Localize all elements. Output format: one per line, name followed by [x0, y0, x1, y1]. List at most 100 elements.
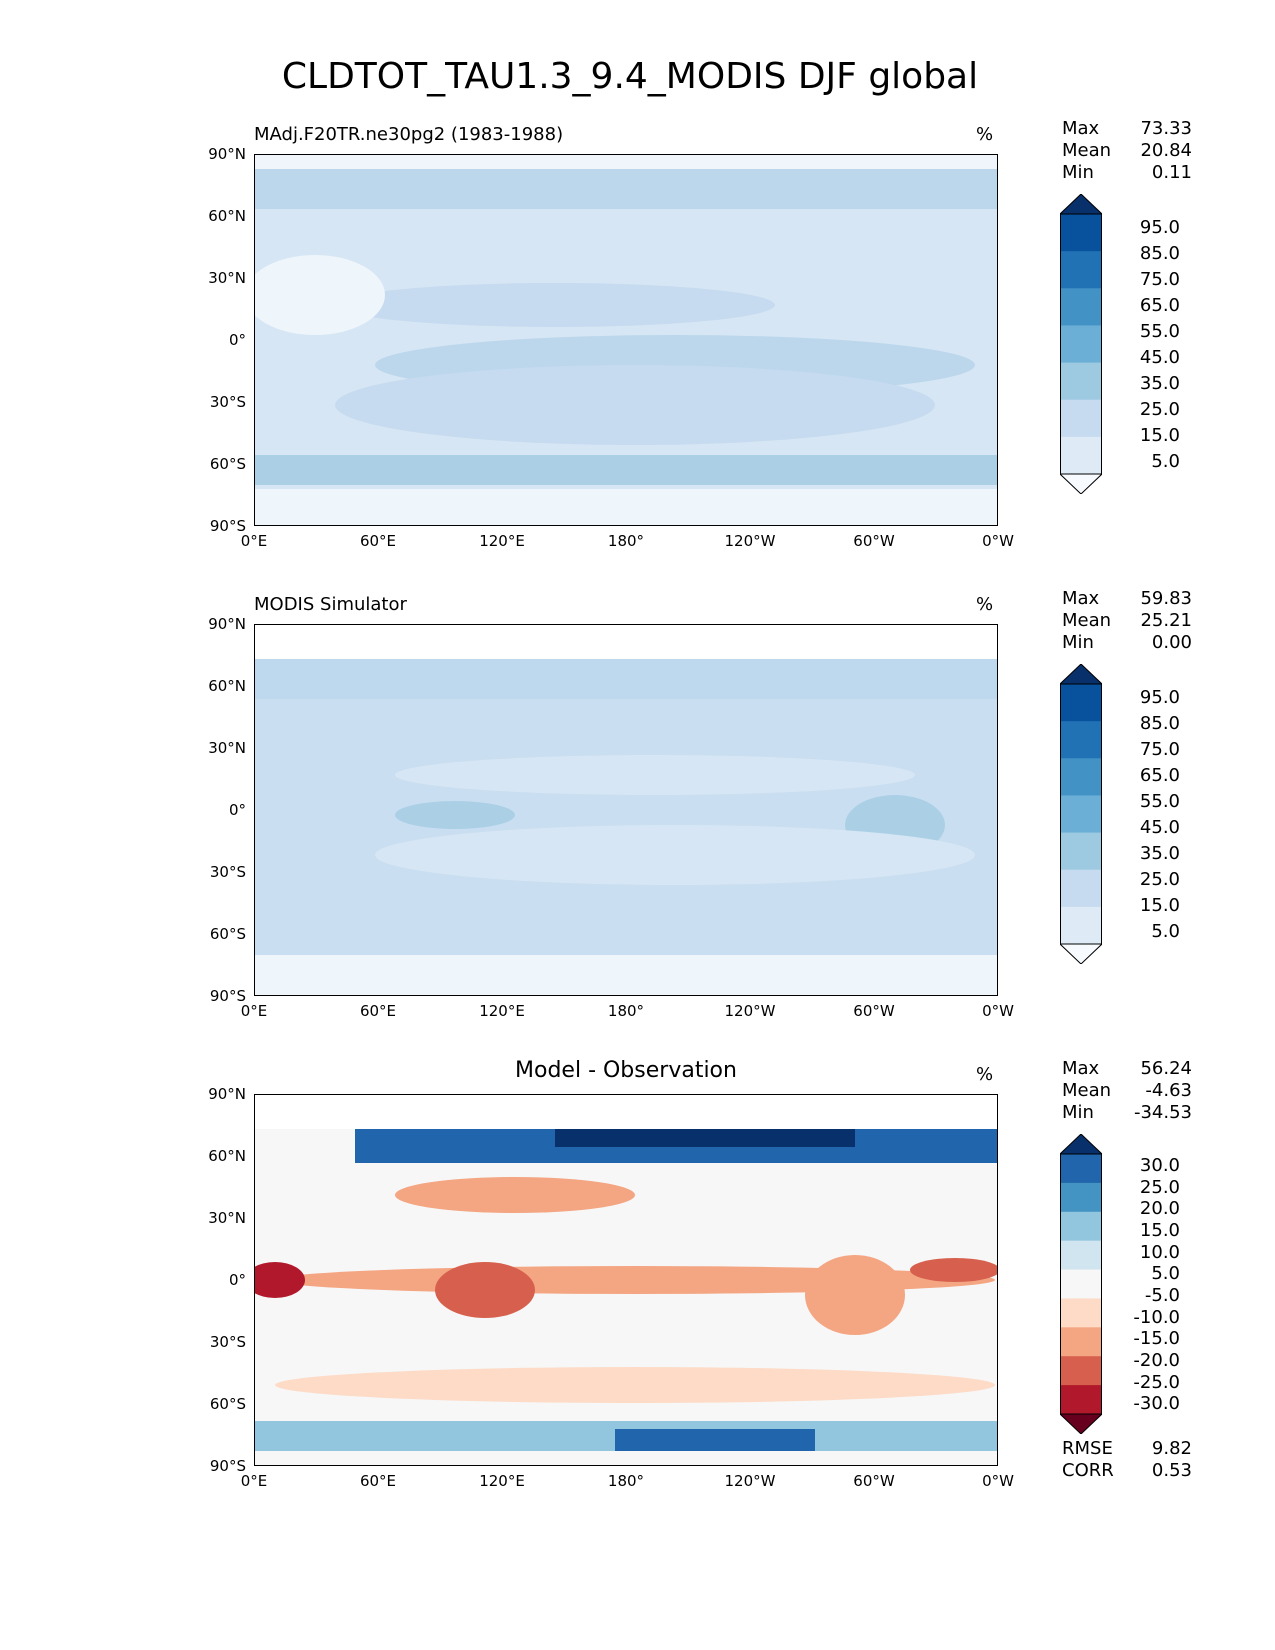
colorbar-segment — [1060, 684, 1102, 722]
rmse-value: 9.82 — [1151, 1438, 1192, 1459]
colorbar-tick-label: 55.0 — [1139, 791, 1180, 812]
colorbar-segment — [1060, 288, 1102, 326]
colorbar-segment — [1060, 1298, 1102, 1328]
colorbar-tick-label: 95.0 — [1139, 687, 1180, 708]
colorbar — [1060, 664, 1102, 964]
colorbar-extend-max — [1060, 664, 1102, 685]
colorbar-frame — [1060, 1153, 1102, 1415]
metrics-box: RMSE 9.82 CORR 0.53 — [1062, 1438, 1192, 1482]
colorbar-tick-label: 25.0 — [1139, 869, 1180, 890]
colorbar-segment — [1060, 1356, 1102, 1386]
colorbar-labels: 95.0 85.0 75.0 65.0 55.0 45.0 35.0 25.0 15.0 5.0 — [1110, 194, 1180, 494]
lat-tick-label: 0° — [228, 801, 246, 819]
colorbar-segment — [1060, 436, 1102, 475]
min-value: 0.11 — [1151, 162, 1192, 183]
rmse-label: RMSE — [1062, 1438, 1113, 1459]
lat-tick-label: 90°S — [209, 517, 246, 535]
colorbar-tick-label: 35.0 — [1139, 373, 1180, 394]
max-value: 59.83 — [1140, 588, 1192, 609]
lon-tick-label: 120°E — [479, 1472, 525, 1490]
colorbar-tick-label: 5.0 — [1151, 921, 1180, 942]
lat-tick-label: 30°N — [208, 1209, 246, 1227]
stats-box: Max 73.33 Mean 20.84 Min 0.11 — [1062, 118, 1192, 184]
colorbar-extend-min — [1060, 943, 1102, 964]
map-difference — [254, 1094, 998, 1466]
lat-tick-label: 90°N — [208, 1085, 246, 1103]
colorbar-segment — [1060, 758, 1102, 796]
colorbar-tick-label: -20.0 — [1133, 1349, 1180, 1371]
colorbar-segment — [1060, 906, 1102, 945]
lon-tick-label: 180° — [607, 1472, 645, 1490]
colorbar-segment — [1060, 399, 1102, 438]
lon-tick-label: 60°W — [853, 532, 895, 550]
units-label: % — [976, 594, 994, 615]
panel-title: Model - Observation — [515, 1058, 737, 1083]
colorbar-segment — [1060, 362, 1102, 401]
colorbar-tick-label: 75.0 — [1139, 739, 1180, 760]
colorbar-tick-label: 20.0 — [1139, 1198, 1180, 1220]
lon-tick-label: 0°E — [240, 1472, 268, 1490]
colorbar-tick-label: 85.0 — [1139, 713, 1180, 734]
map-field-observation — [255, 625, 997, 995]
colorbar-segment — [1060, 1327, 1102, 1357]
colorbar-tick-label: 75.0 — [1139, 269, 1180, 290]
mean-value: 20.84 — [1140, 140, 1192, 161]
colorbar-segment — [1060, 721, 1102, 759]
lon-tick-label: 0°W — [982, 1002, 1014, 1020]
lat-tick-label: 60°N — [208, 207, 246, 225]
lon-tick-label: 60°E — [359, 1002, 397, 1020]
colorbar-tick-label: 25.0 — [1139, 399, 1180, 420]
max-label: Max — [1062, 118, 1100, 139]
colorbar-segment — [1060, 214, 1102, 252]
colorbar-labels: 95.0 85.0 75.0 65.0 55.0 45.0 35.0 25.0 15.0 5.0 — [1110, 664, 1180, 964]
lat-tick-label: 90°S — [209, 987, 246, 1005]
lat-tick-label: 60°S — [209, 455, 246, 473]
lat-tick-label: 0° — [228, 1271, 246, 1289]
map-model — [254, 154, 998, 526]
lon-tick-label: 120°W — [724, 1002, 776, 1020]
colorbar-tick-label: 65.0 — [1139, 765, 1180, 786]
colorbar-tick-label: -15.0 — [1133, 1328, 1180, 1350]
lon-tick-label: 120°E — [479, 1002, 525, 1020]
lat-tick-label: 0° — [228, 331, 246, 349]
colorbar-extend-min — [1060, 1413, 1102, 1434]
colorbar-segment — [1060, 1240, 1102, 1271]
max-label: Max — [1062, 588, 1100, 609]
lat-tick-label: 60°S — [209, 925, 246, 943]
colorbar-segment — [1060, 1154, 1102, 1184]
lat-tick-label: 60°N — [208, 1147, 246, 1165]
colorbar-segment — [1060, 832, 1102, 871]
colorbar-tick-label: 15.0 — [1139, 1219, 1180, 1241]
lat-tick-label: 30°S — [209, 1333, 246, 1351]
colorbar-segment — [1060, 1182, 1102, 1213]
units-label: % — [976, 124, 994, 145]
figure-title: CLDTOT_TAU1.3_9.4_MODIS DJF global — [281, 56, 979, 97]
lon-tick-label: 60°W — [853, 1002, 895, 1020]
colorbar-extend-max — [1060, 194, 1102, 215]
colorbar-frame — [1060, 213, 1102, 475]
lat-tick-label: 90°N — [208, 615, 246, 633]
lon-tick-label: 120°E — [479, 532, 525, 550]
lon-tick-label: 120°W — [724, 532, 776, 550]
lat-tick-label: 30°N — [208, 269, 246, 287]
min-value: 0.00 — [1151, 632, 1192, 653]
colorbar-segment — [1060, 869, 1102, 908]
colorbar-tick-label: 55.0 — [1139, 321, 1180, 342]
colorbar-segment — [1060, 1211, 1102, 1242]
colorbar-tick-label: 15.0 — [1139, 425, 1180, 446]
lon-tick-label: 180° — [607, 1002, 645, 1020]
panel-title: MAdj.F20TR.ne30pg2 (1983-1988) — [254, 124, 564, 145]
mean-label: Mean — [1062, 1080, 1112, 1101]
colorbar-tick-label: 65.0 — [1139, 295, 1180, 316]
min-value: -34.53 — [1133, 1102, 1192, 1123]
lon-tick-label: 60°E — [359, 1472, 397, 1490]
lat-tick-label: 30°S — [209, 393, 246, 411]
mean-value: 25.21 — [1140, 610, 1192, 631]
lat-tick-label: 30°S — [209, 863, 246, 881]
lon-tick-label: 0°E — [240, 532, 268, 550]
colorbar-tick-label: 5.0 — [1151, 1263, 1180, 1285]
colorbar-segment — [1060, 325, 1102, 364]
max-value: 73.33 — [1140, 118, 1192, 139]
lon-tick-label: 120°W — [724, 1472, 776, 1490]
colorbar-tick-label: 85.0 — [1139, 243, 1180, 264]
